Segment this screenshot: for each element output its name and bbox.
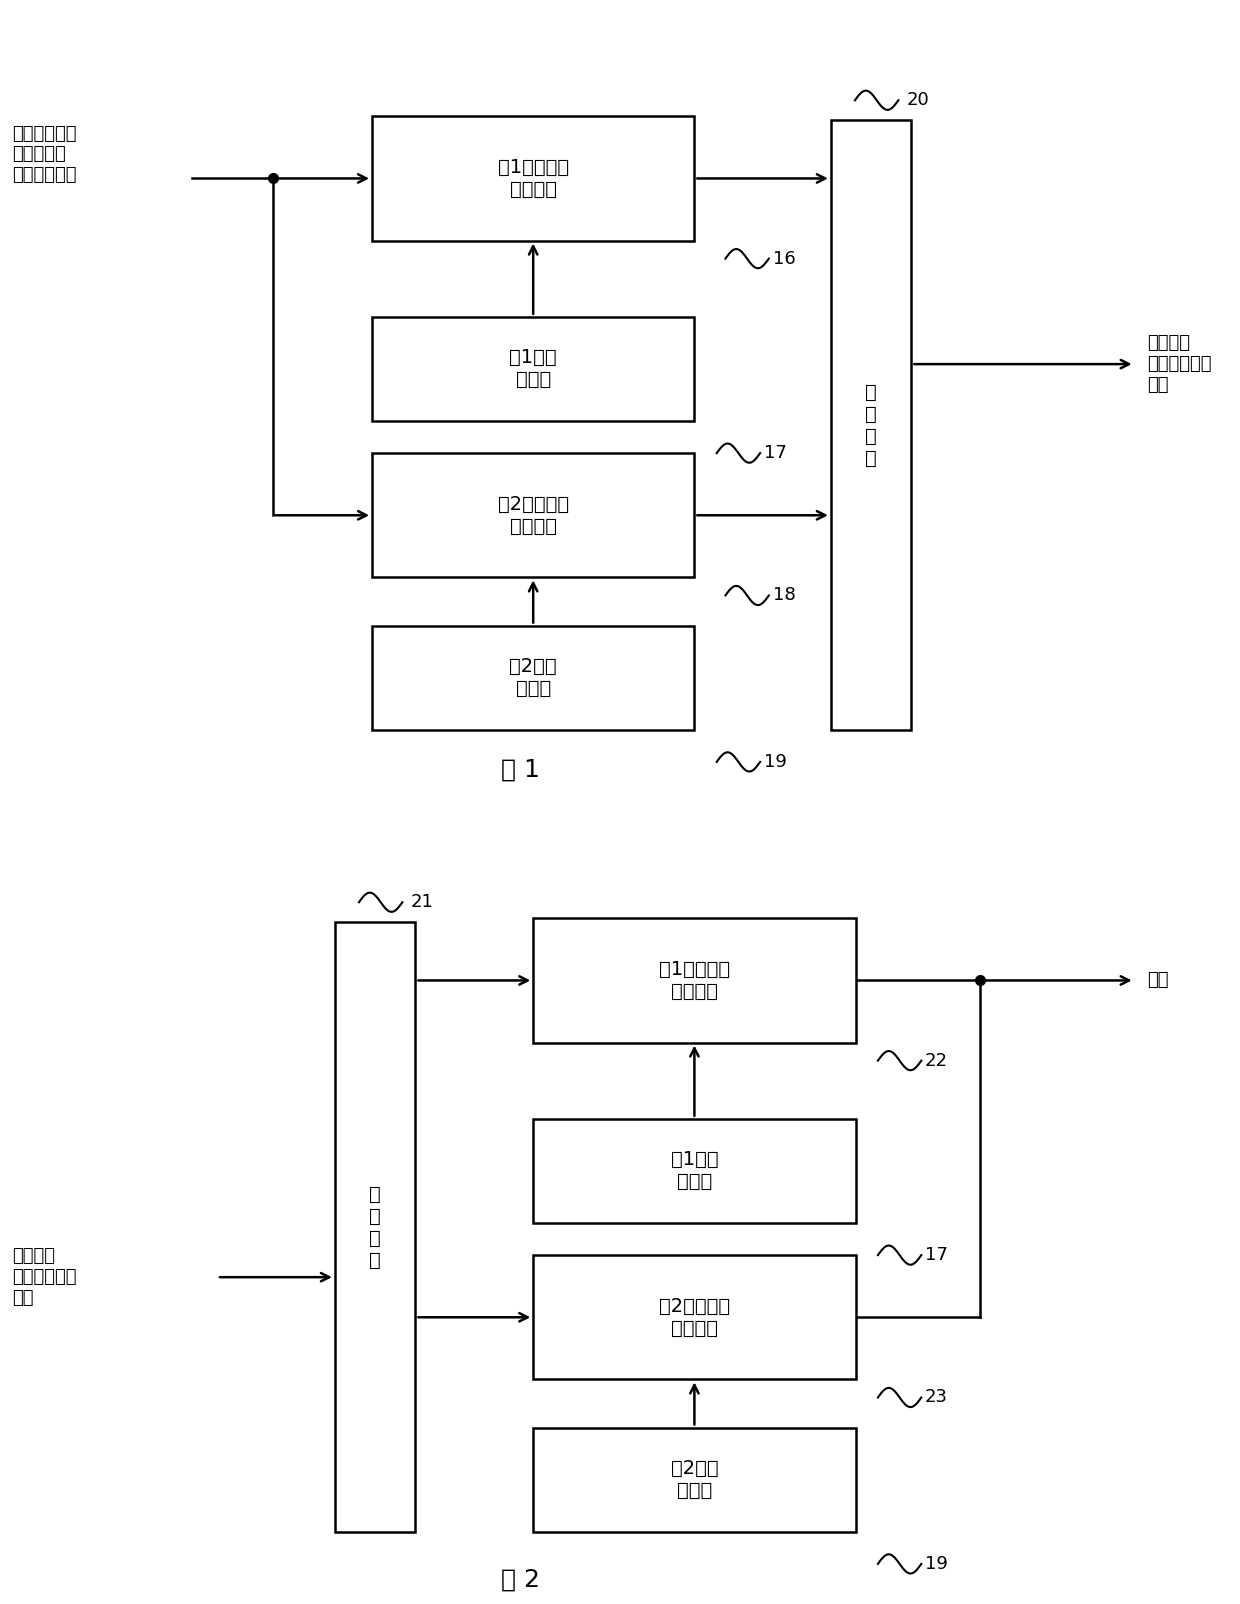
Text: 23: 23 — [925, 1389, 949, 1407]
Text: 17: 17 — [764, 444, 786, 462]
Text: 第2代数声源
译码单元: 第2代数声源 译码单元 — [658, 1296, 730, 1338]
Text: 18: 18 — [773, 587, 795, 605]
Text: 19: 19 — [764, 752, 786, 772]
Bar — [533, 917, 856, 1043]
Text: 17: 17 — [925, 1246, 947, 1264]
Text: 第1声源
位置表: 第1声源 位置表 — [671, 1150, 718, 1192]
Text: 选择信息
声源位置代码
极性: 选择信息 声源位置代码 极性 — [1147, 334, 1211, 395]
Bar — [533, 1428, 856, 1532]
Text: 第1声源
位置表: 第1声源 位置表 — [510, 348, 557, 390]
Text: 选
择
单
元: 选 择 单 元 — [866, 383, 877, 467]
Text: 19: 19 — [925, 1554, 947, 1574]
Text: 20: 20 — [908, 91, 930, 109]
Text: 图 2: 图 2 — [501, 1569, 541, 1591]
Bar — [831, 120, 911, 730]
Text: 声源: 声源 — [1147, 972, 1168, 990]
Text: 选择信息
声源位置代码
极性: 选择信息 声源位置代码 极性 — [12, 1248, 77, 1307]
Bar — [372, 117, 694, 241]
Text: 切
换
单
元: 切 换 单 元 — [370, 1185, 381, 1269]
Text: 第2代数声源
编码单元: 第2代数声源 编码单元 — [497, 494, 569, 536]
Text: 第2声源
位置表: 第2声源 位置表 — [671, 1460, 718, 1500]
Text: 图 1: 图 1 — [501, 759, 541, 783]
Text: 16: 16 — [773, 250, 795, 268]
Bar — [372, 626, 694, 730]
Bar — [372, 318, 694, 420]
Text: 第1代数声源
编码单元: 第1代数声源 编码单元 — [497, 157, 569, 199]
Text: 22: 22 — [925, 1052, 949, 1070]
Bar — [372, 454, 694, 577]
Text: 21: 21 — [412, 893, 434, 911]
Bar — [533, 1254, 856, 1379]
Text: 第2声源
位置表: 第2声源 位置表 — [510, 658, 557, 698]
Text: 第1代数声源
译码单元: 第1代数声源 译码单元 — [658, 959, 730, 1001]
Bar — [533, 1120, 856, 1222]
Text: 编码对象信号
和已编码的
线性预测系数: 编码对象信号 和已编码的 线性预测系数 — [12, 125, 77, 184]
Bar — [335, 922, 415, 1532]
